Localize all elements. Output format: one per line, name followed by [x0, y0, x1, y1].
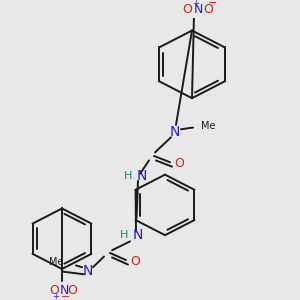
Text: H: H: [124, 172, 132, 182]
Text: Me: Me: [50, 257, 64, 267]
Text: O: O: [182, 3, 192, 16]
Text: N: N: [83, 264, 93, 278]
Text: N: N: [137, 169, 147, 184]
Text: +: +: [52, 292, 59, 300]
Text: O: O: [174, 158, 184, 170]
Text: O: O: [130, 255, 140, 268]
Text: O: O: [67, 284, 77, 297]
Text: +: +: [193, 0, 200, 8]
Text: −: −: [61, 292, 71, 300]
Text: O: O: [203, 3, 213, 16]
Text: O: O: [49, 284, 59, 297]
Text: N: N: [170, 125, 180, 139]
Text: N: N: [133, 228, 143, 242]
Text: H: H: [120, 230, 128, 240]
Text: Me: Me: [201, 121, 215, 131]
Text: −: −: [208, 0, 218, 8]
Text: N: N: [59, 284, 69, 297]
Text: N: N: [193, 3, 203, 16]
